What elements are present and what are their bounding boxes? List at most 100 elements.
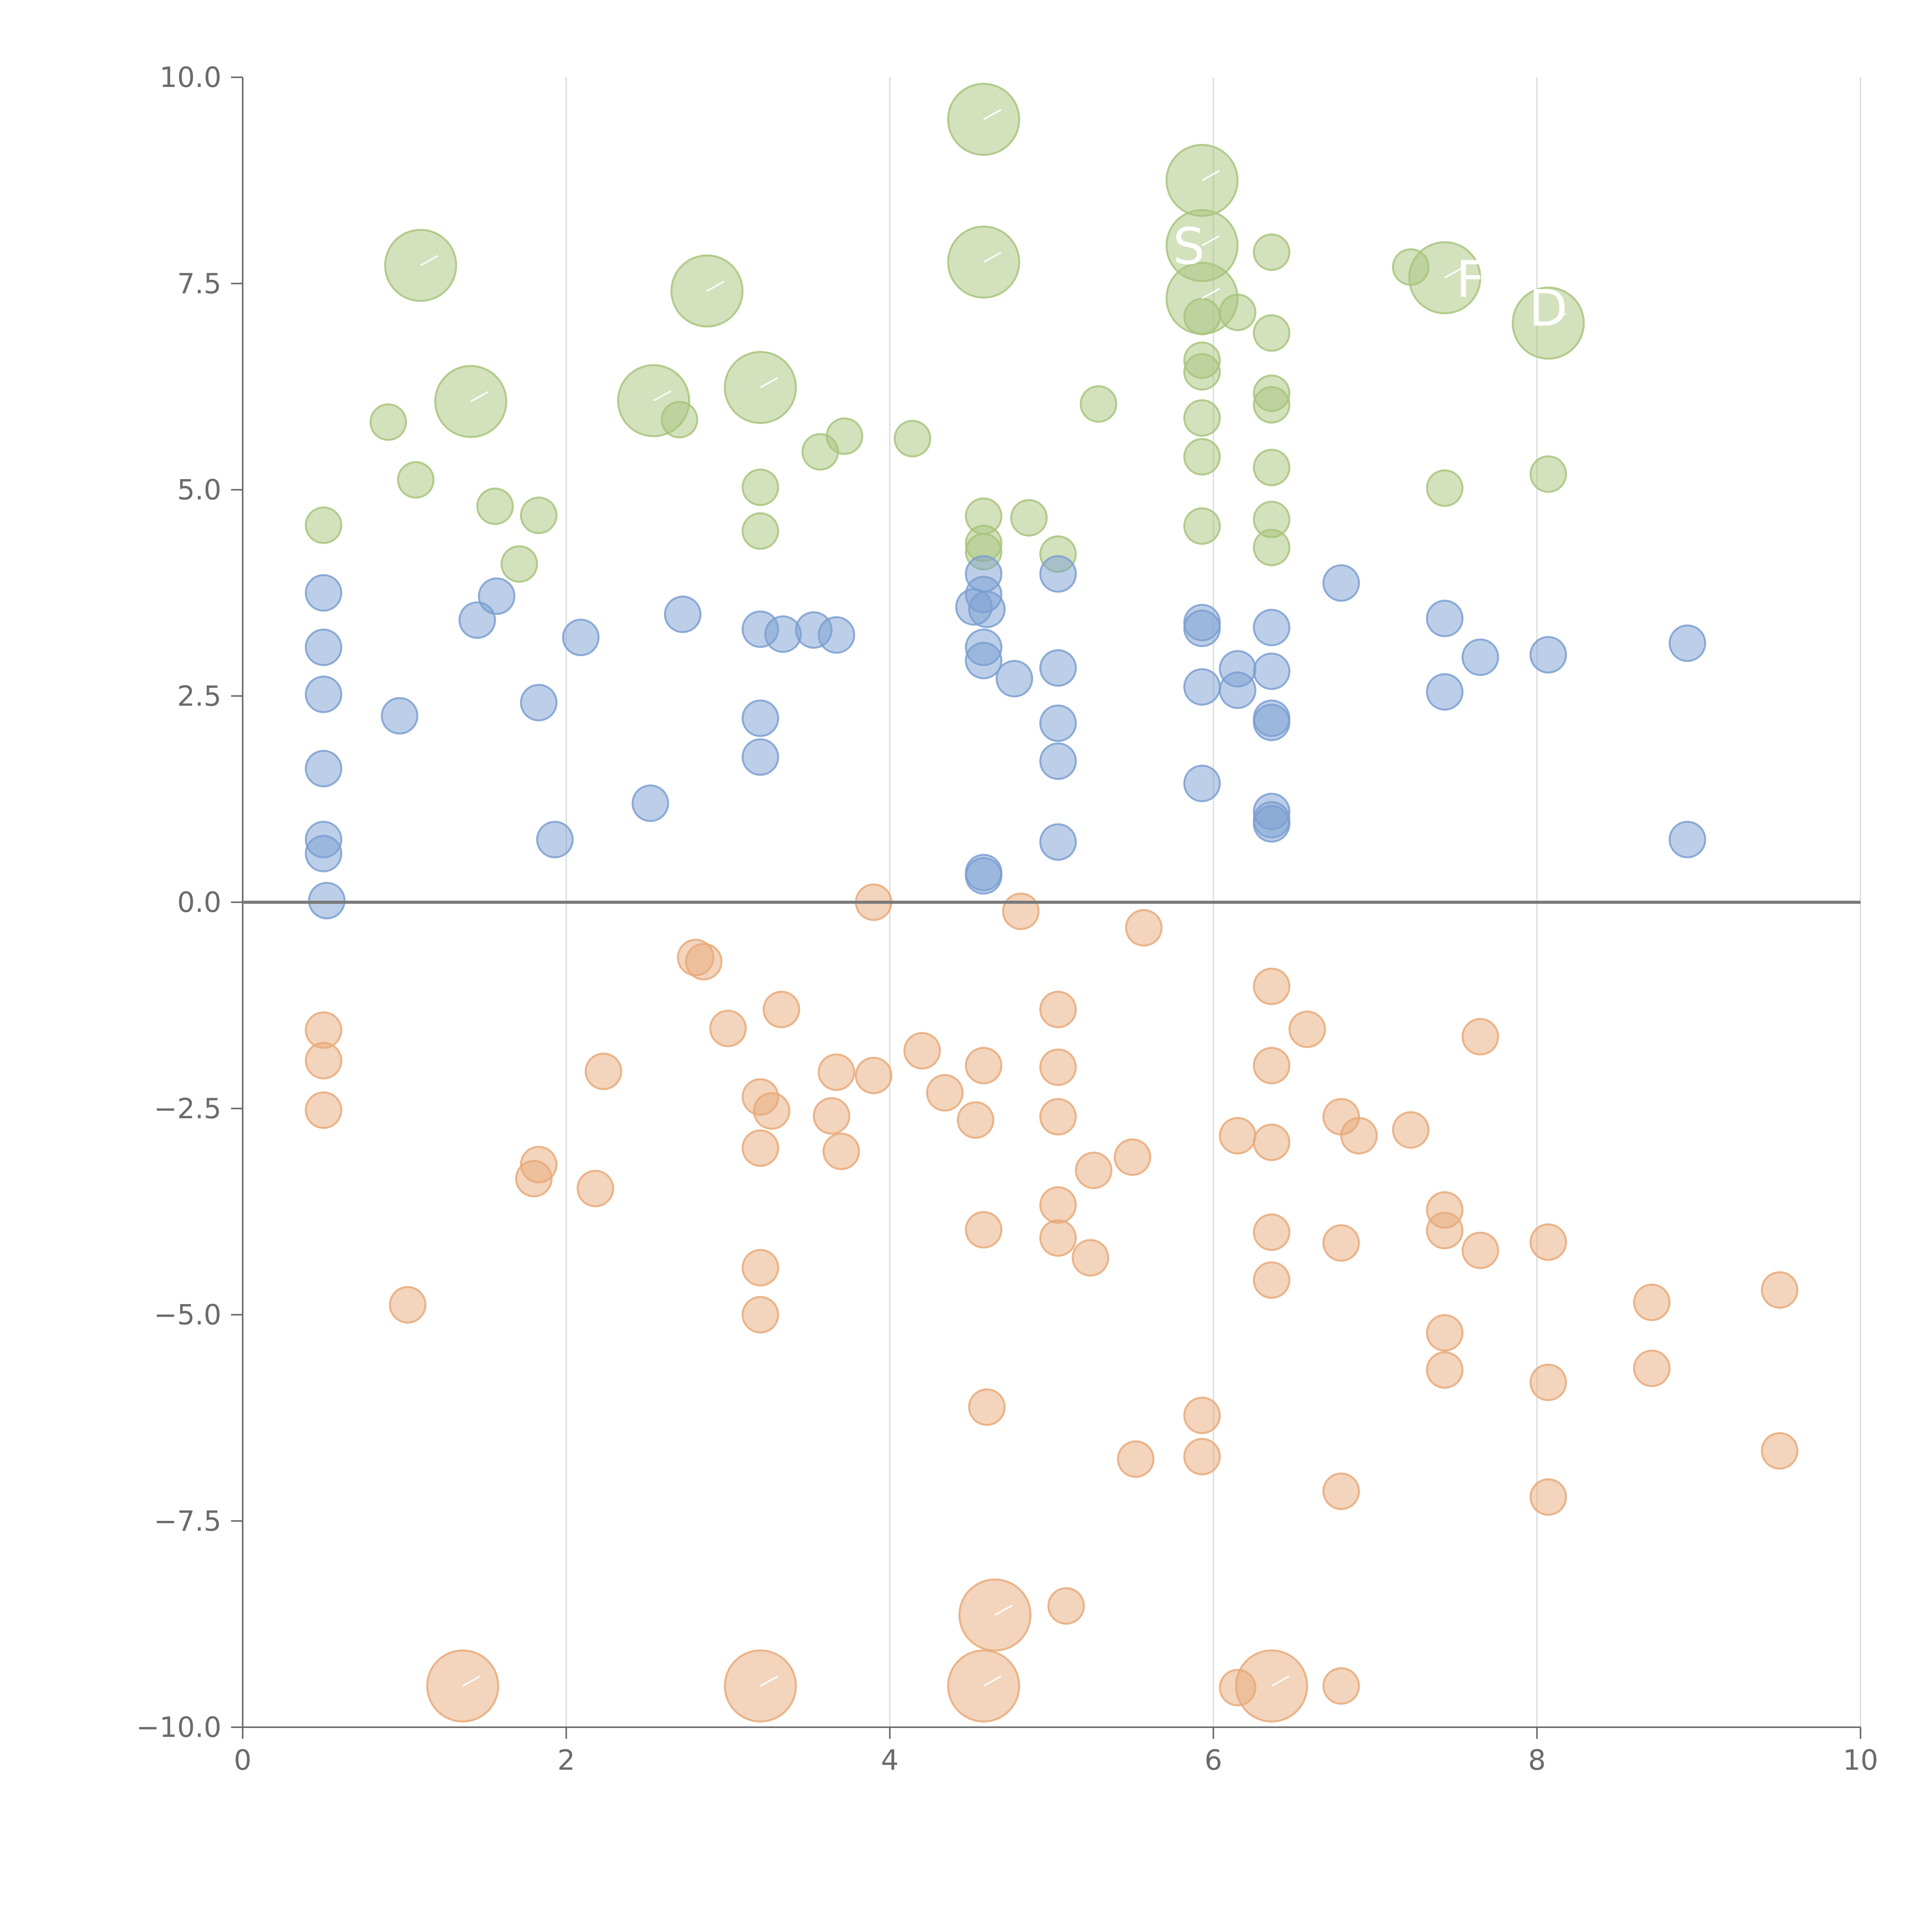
data-point-lower <box>685 943 723 981</box>
data-point-middle <box>478 577 515 615</box>
data-point-lower <box>1426 1351 1464 1389</box>
data-point-lower <box>1529 1364 1567 1401</box>
data-point-lower <box>822 1133 860 1170</box>
y-tick-label: −7.5 <box>154 1505 221 1537</box>
data-point-upper <box>1253 529 1291 566</box>
data-point-lower <box>585 1053 622 1090</box>
data-point-lower <box>1322 1472 1360 1510</box>
data-point-middle <box>1253 609 1291 646</box>
label-leader-line <box>983 1675 1002 1687</box>
data-point-middle <box>304 574 342 612</box>
data-point-lower <box>1253 1123 1291 1161</box>
data-point-upper <box>520 497 558 534</box>
y-tick-label: 5.0 <box>177 474 221 506</box>
data-point-lower <box>813 1097 850 1135</box>
label-leader-line <box>1201 170 1220 181</box>
y-tick-label: −5.0 <box>154 1299 221 1331</box>
data-point-middle <box>742 738 779 776</box>
data-point-lower <box>1253 968 1291 1005</box>
data-point-upper <box>1253 314 1291 352</box>
data-point-middle <box>1219 671 1257 709</box>
data-point-lower <box>1183 1396 1221 1434</box>
data-point-lower <box>1322 1224 1360 1262</box>
data-point-middle <box>1039 649 1077 687</box>
data-point-lower <box>965 1047 1003 1085</box>
label-leader-line <box>1201 288 1220 299</box>
data-point-lower <box>742 1249 779 1287</box>
x-tick-label: 0 <box>234 1744 252 1776</box>
data-point-middle <box>1426 600 1464 638</box>
data-point-lower <box>1461 1231 1499 1269</box>
label-leader-line <box>760 1675 778 1687</box>
data-point-lower <box>520 1146 558 1184</box>
data-point-middle <box>562 619 600 656</box>
label-leader-line <box>653 390 672 401</box>
data-point-middle <box>304 835 342 872</box>
data-point-upper <box>1183 353 1221 391</box>
data-point-middle <box>664 595 702 633</box>
data-point-middle <box>304 675 342 713</box>
data-point-upper <box>1183 507 1221 545</box>
data-point-upper <box>1080 385 1117 423</box>
data-point-lower <box>304 1091 342 1129</box>
data-point-upper <box>397 461 435 499</box>
data-point-lower <box>1461 1018 1499 1056</box>
data-point-lower <box>903 1032 941 1070</box>
x-tick-label: 8 <box>1528 1744 1546 1776</box>
data-point-lower <box>1426 1314 1464 1352</box>
data-point-middle <box>818 616 855 654</box>
data-point-lower <box>855 1056 893 1094</box>
data-point-middle <box>536 821 574 859</box>
data-point-upper <box>742 468 779 506</box>
data-point-middle <box>1322 564 1360 602</box>
data-point-lower <box>1219 1117 1257 1155</box>
data-point-middle <box>1253 704 1291 742</box>
bubble-layer <box>304 83 1799 1723</box>
data-point-middle <box>1461 638 1499 676</box>
data-point-lower <box>1039 1048 1077 1086</box>
data-point-upper <box>826 417 864 455</box>
data-point-lower <box>1761 1271 1799 1309</box>
data-point-middle <box>995 660 1033 697</box>
data-point-lower <box>968 1388 1006 1426</box>
data-point-upper <box>1010 499 1048 537</box>
data-point-middle <box>1039 555 1077 593</box>
data-point-middle <box>1426 673 1464 711</box>
data-point-middle <box>1183 765 1221 803</box>
data-point-upper <box>742 512 779 550</box>
data-point-middle <box>304 628 342 666</box>
label-leader-line <box>420 255 439 266</box>
data-point-middle <box>1039 742 1077 780</box>
data-point-upper <box>476 487 514 525</box>
data-point-upper <box>1253 386 1291 424</box>
data-point-lower <box>1125 909 1163 947</box>
y-tick-label: 7.5 <box>177 267 221 300</box>
label-leader-line <box>983 252 1002 263</box>
data-point-middle <box>1253 652 1291 690</box>
label-layer: S F D <box>1173 217 1568 338</box>
data-point-upper <box>500 545 538 583</box>
data-point-middle <box>968 590 1006 628</box>
data-point-middle <box>1668 624 1706 662</box>
data-point-upper <box>1183 399 1221 437</box>
data-point-lower <box>1002 892 1040 930</box>
data-point-middle <box>1529 636 1567 673</box>
data-point-lower <box>1039 1186 1077 1224</box>
label-leader-line <box>706 281 725 292</box>
data-point-upper <box>304 506 342 544</box>
data-point-middle <box>381 697 418 735</box>
x-tick-label: 6 <box>1204 1744 1222 1776</box>
data-point-lower <box>577 1170 614 1208</box>
y-tick-label: −10.0 <box>136 1711 221 1743</box>
data-point-lower <box>1253 1261 1291 1299</box>
y-tick-label: 0.0 <box>177 886 221 918</box>
y-tick-label: 2.5 <box>177 680 221 712</box>
data-point-upper <box>369 403 407 441</box>
data-point-lower <box>1117 1440 1155 1478</box>
data-point-lower <box>742 1129 779 1167</box>
data-point-middle <box>631 784 669 822</box>
data-point-lower <box>1340 1117 1378 1155</box>
label-leader-line <box>1271 1675 1289 1687</box>
data-point-lower <box>1529 1478 1567 1516</box>
data-point-lower <box>1071 1239 1109 1277</box>
